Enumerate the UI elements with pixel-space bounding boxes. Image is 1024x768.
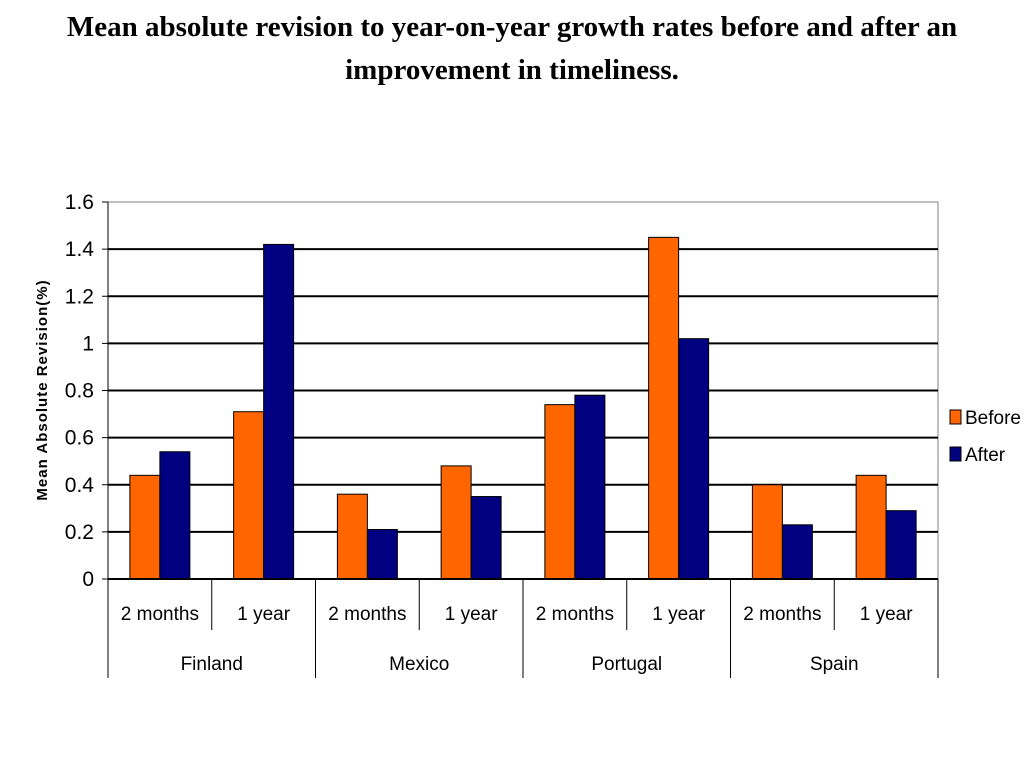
legend-label: Before	[965, 408, 1021, 429]
x-tick-label: 1 year	[860, 604, 913, 625]
bars	[129, 236, 917, 580]
y-tick-label: 0.2	[65, 521, 94, 544]
x-group-label: Spain	[810, 654, 859, 675]
y-axis-ticks: 0 0.2 0.4 0.6 0.8 1 1.2 1.4 1.6	[65, 191, 109, 591]
bar-after	[366, 529, 398, 580]
bar-before	[129, 474, 161, 580]
x-axis: 2 months 1 year 2 months 1 year 2 months 1 ye…	[107, 578, 939, 678]
bar-before	[440, 465, 472, 580]
x-tick-label: 2 months	[743, 604, 821, 625]
bar-after	[885, 510, 917, 580]
bar-before	[233, 411, 265, 580]
bar-before	[648, 236, 680, 580]
x-group-label: Portugal	[591, 654, 662, 675]
bar-after	[263, 243, 295, 580]
bar-after	[574, 394, 606, 580]
bar-after	[159, 451, 191, 580]
bar-before	[855, 474, 887, 580]
bar-before	[336, 493, 368, 580]
x-tick-label: 1 year	[237, 604, 290, 625]
legend-swatch-before	[949, 409, 962, 425]
bar-after	[470, 496, 502, 580]
x-group-label: Mexico	[389, 654, 449, 675]
x-tick-label: 1 year	[652, 604, 705, 625]
x-tick-label: 2 months	[121, 604, 199, 625]
x-tick-label: 1 year	[445, 604, 498, 625]
y-tick-label: 1.6	[65, 191, 94, 214]
x-tick-label: 2 months	[328, 604, 406, 625]
x-tick-label: 2 months	[536, 604, 614, 625]
y-tick-label: 0	[82, 568, 94, 591]
y-tick-label: 1	[82, 332, 94, 355]
y-tick-label: 0.6	[65, 427, 94, 450]
y-tick-label: 1.4	[65, 238, 95, 261]
x-group-label: Finland	[181, 654, 243, 675]
y-tick-label: 1.2	[65, 285, 94, 308]
chart-title: Mean absolute revision to year-on-year g…	[66, 11, 958, 86]
bar-after	[781, 524, 813, 580]
y-axis-label: Mean Absolute Revision(%)	[34, 279, 51, 500]
bar-after	[678, 338, 710, 580]
legend: Before After	[949, 408, 1021, 466]
y-tick-label: 0.8	[65, 380, 94, 403]
legend-swatch-after	[949, 446, 962, 462]
y-tick-label: 0.4	[65, 474, 95, 497]
bar-before	[544, 404, 576, 580]
bar-before	[751, 484, 783, 580]
legend-label: After	[965, 445, 1006, 466]
